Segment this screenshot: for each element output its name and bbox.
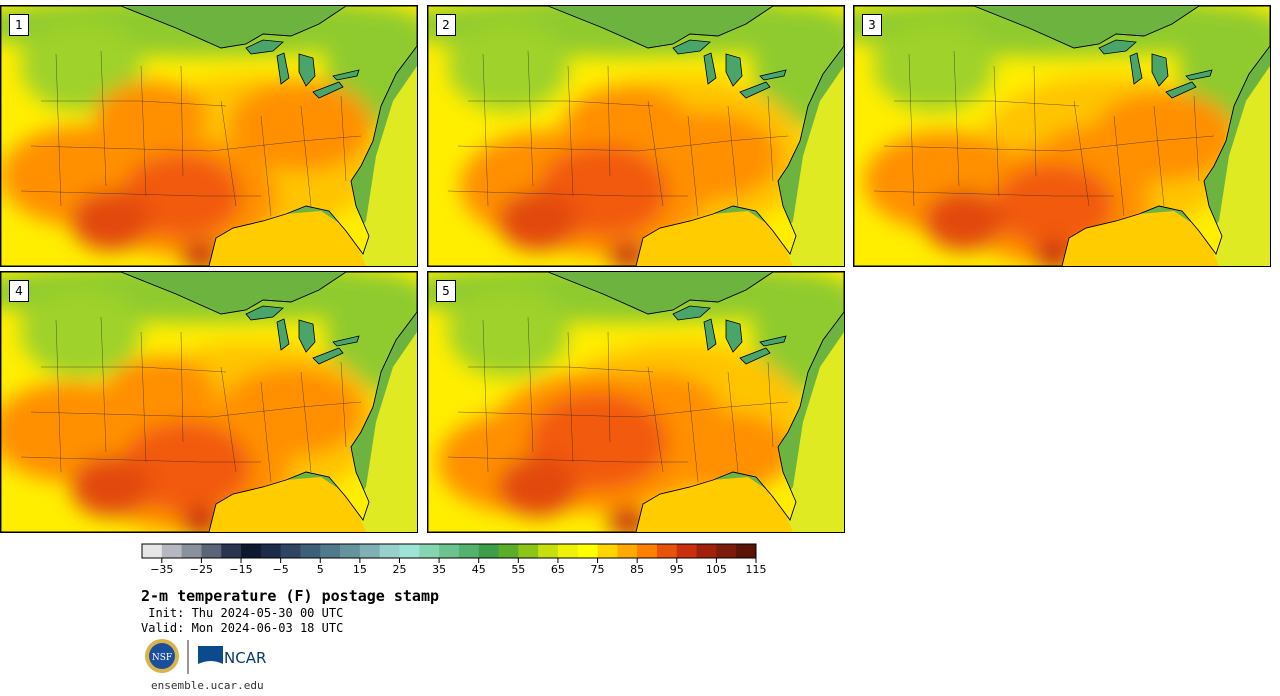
colorbar-swatch bbox=[597, 544, 618, 558]
map-panel-4: 4 bbox=[0, 271, 418, 533]
temperature-map-1 bbox=[1, 6, 417, 266]
valid-time: Valid: Mon 2024-06-03 18 UTC bbox=[141, 621, 344, 635]
colorbar-tick-label: 55 bbox=[511, 563, 526, 576]
nsf-logo-text: NSF bbox=[152, 653, 172, 663]
member-number-1: 1 bbox=[9, 14, 29, 36]
colorbar-tick-label: 75 bbox=[590, 563, 605, 576]
colorbar-swatch bbox=[676, 544, 698, 558]
colorbar-swatch bbox=[518, 544, 539, 558]
temperature-map-2 bbox=[428, 6, 844, 266]
colorbar-swatch bbox=[439, 544, 460, 558]
colorbar-tick-label: 115 bbox=[745, 563, 767, 576]
member-number-5: 5 bbox=[436, 280, 456, 302]
colorbar-tick-label: 35 bbox=[432, 563, 447, 576]
colorbar-tick-label: 5 bbox=[316, 563, 324, 576]
temperature-map-3 bbox=[854, 6, 1270, 266]
logos: NSF NCAR bbox=[145, 639, 266, 674]
colorbar-swatch bbox=[241, 544, 262, 558]
colorbar-swatch bbox=[181, 544, 202, 558]
colorbar-swatch bbox=[359, 544, 381, 558]
footer-url: ensemble.ucar.edu bbox=[151, 679, 264, 692]
colorbar-tick-label: 15 bbox=[352, 563, 367, 576]
colorbar-tick-label: 95 bbox=[669, 563, 684, 576]
colorbar-swatch bbox=[736, 544, 757, 558]
member-number-4: 4 bbox=[9, 280, 29, 302]
colorbar-swatch bbox=[557, 544, 579, 558]
colorbar-swatch bbox=[538, 544, 559, 558]
colorbar-swatch bbox=[201, 544, 222, 558]
colorbar-swatch bbox=[617, 544, 638, 558]
ncar-logo-icon: NCAR bbox=[198, 646, 266, 667]
nsf-logo-icon: NSF bbox=[145, 639, 179, 673]
colorbar-swatch bbox=[300, 544, 321, 558]
colorbar-swatch bbox=[637, 544, 658, 558]
colorbar-swatch bbox=[656, 544, 678, 558]
colorbar-swatch bbox=[142, 544, 163, 558]
colorbar-swatch bbox=[419, 544, 440, 558]
colorbar-swatch bbox=[716, 544, 737, 558]
colorbar-swatch bbox=[458, 544, 480, 558]
temperature-colorbar bbox=[141, 543, 757, 563]
init-time: Init: Thu 2024-05-30 00 UTC bbox=[141, 606, 344, 620]
colorbar-swatch bbox=[696, 544, 717, 558]
colorbar-swatch bbox=[498, 544, 519, 558]
map-panel-1: 1 bbox=[0, 5, 418, 267]
colorbar-tick-label: −5 bbox=[272, 563, 289, 576]
colorbar-tick-label: −25 bbox=[189, 563, 214, 576]
colorbar-swatch bbox=[340, 544, 361, 558]
colorbar-swatch bbox=[478, 544, 500, 558]
temperature-map-4 bbox=[1, 272, 417, 532]
colorbar-swatch bbox=[320, 544, 341, 558]
member-number-2: 2 bbox=[436, 14, 456, 36]
map-panel-5: 5 bbox=[427, 271, 845, 533]
map-panel-2: 2 bbox=[427, 5, 845, 267]
colorbar-tick-label: 85 bbox=[630, 563, 645, 576]
colorbar-tick-label: 25 bbox=[392, 563, 407, 576]
chart-title: 2-m temperature (F) postage stamp bbox=[141, 587, 440, 605]
member-number-3: 3 bbox=[862, 14, 882, 36]
colorbar-swatch bbox=[221, 544, 242, 558]
ncar-logo-text: NCAR bbox=[224, 649, 266, 667]
colorbar-swatch bbox=[379, 544, 400, 558]
colorbar-swatch bbox=[577, 544, 599, 558]
colorbar-tick-label: −35 bbox=[150, 563, 174, 576]
colorbar-swatch bbox=[280, 544, 301, 558]
colorbar-tick-label: 45 bbox=[471, 563, 486, 576]
colorbar-swatch bbox=[260, 544, 282, 558]
colorbar-tick-label: 65 bbox=[550, 563, 565, 576]
colorbar-tick-label: −15 bbox=[229, 563, 253, 576]
colorbar-swatch bbox=[399, 544, 420, 558]
map-panel-3: 3 bbox=[853, 5, 1271, 267]
colorbar-tick-label: 105 bbox=[705, 563, 727, 576]
temperature-map-5 bbox=[428, 272, 844, 532]
colorbar-swatch bbox=[161, 544, 183, 558]
